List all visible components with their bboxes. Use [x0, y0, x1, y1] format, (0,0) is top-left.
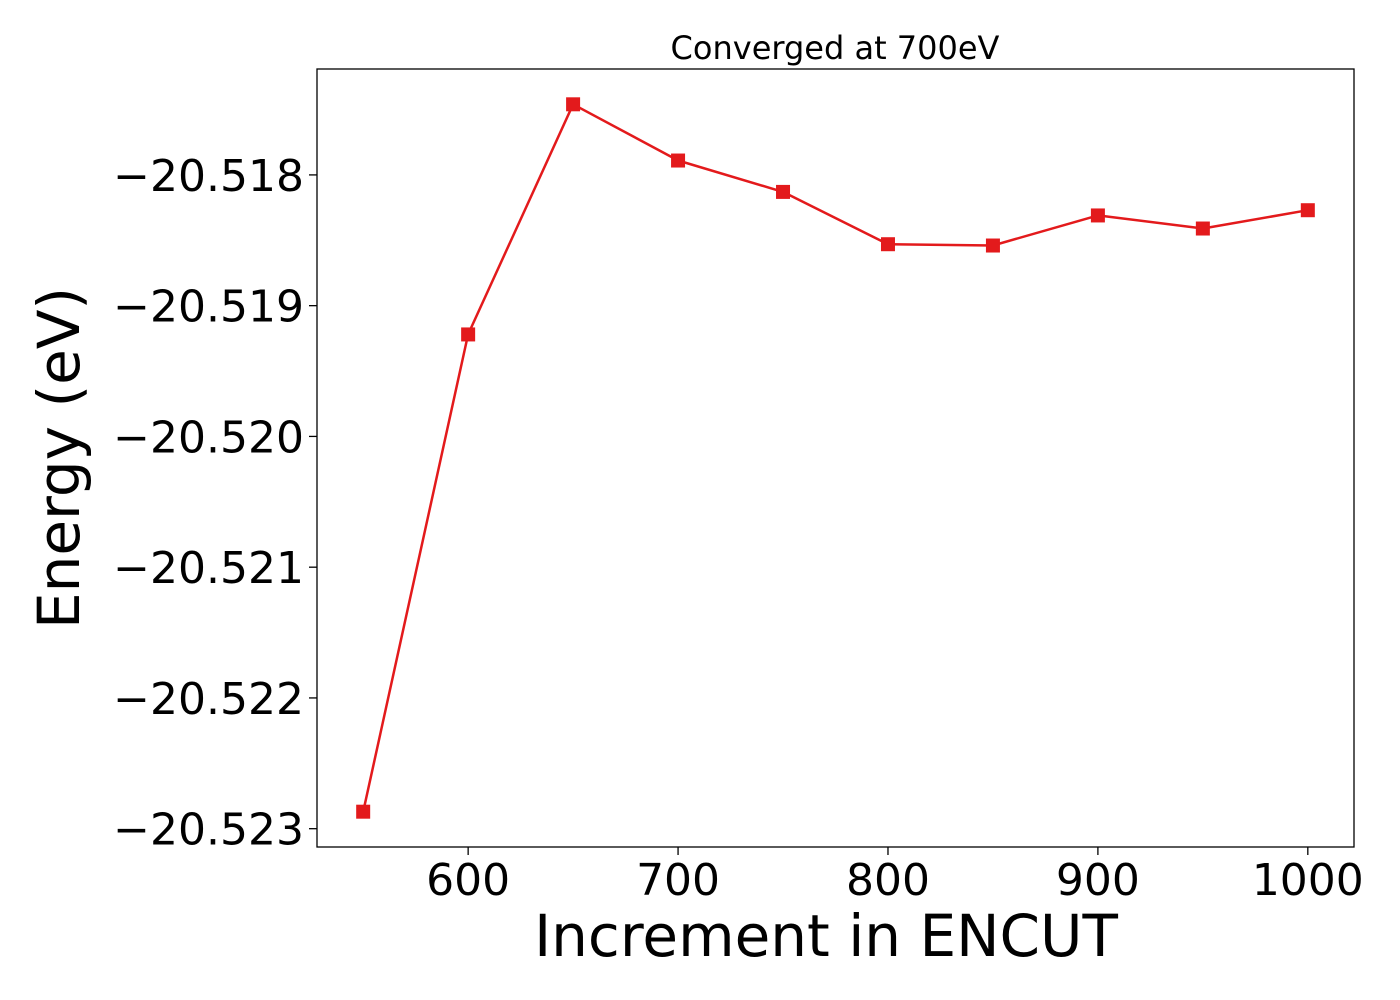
x-axis-ticks: 600 700 800 900 1000 — [426, 847, 1364, 906]
data-point-marker — [880, 237, 895, 252]
y-tick-label: −20.518 — [113, 151, 304, 202]
y-axis-ticks: −20.518 −20.519 −20.520 −20.521 −20.522 −20.5… — [113, 151, 317, 856]
data-point-marker — [985, 238, 1000, 253]
data-point-marker — [356, 804, 371, 819]
data-point-marker — [1195, 221, 1210, 236]
data-point-marker — [776, 184, 791, 199]
series-line — [361, 103, 1309, 812]
series-group — [356, 97, 1315, 819]
y-tick-label: −20.523 — [113, 805, 304, 856]
y-tick-label: −20.520 — [113, 412, 304, 463]
y-tick-label: −20.519 — [113, 282, 304, 333]
data-point-marker — [671, 153, 686, 168]
y-tick-label: −20.521 — [113, 543, 304, 594]
y-tick-label: −20.522 — [113, 674, 304, 725]
data-point-marker — [461, 327, 476, 342]
x-tick-label: 600 — [426, 855, 510, 906]
y-axis-title: Energy (eV) — [25, 287, 93, 629]
plot-area: 600 700 800 900 1000 −20.518−20.519−20.520−2… — [113, 68, 1364, 906]
x-tick-label: 800 — [846, 855, 930, 906]
x-tick-label: 1000 — [1252, 855, 1364, 906]
chart-title: Converged at 700eV — [671, 29, 1000, 67]
x-axis-title: Increment in ENCUT — [534, 902, 1118, 970]
x-tick-label: 900 — [1056, 855, 1140, 906]
plot-frame — [316, 68, 1355, 848]
data-point-marker — [1090, 208, 1105, 223]
data-point-marker — [566, 97, 581, 112]
data-point-marker — [1300, 203, 1315, 218]
x-tick-label: 700 — [636, 855, 720, 906]
